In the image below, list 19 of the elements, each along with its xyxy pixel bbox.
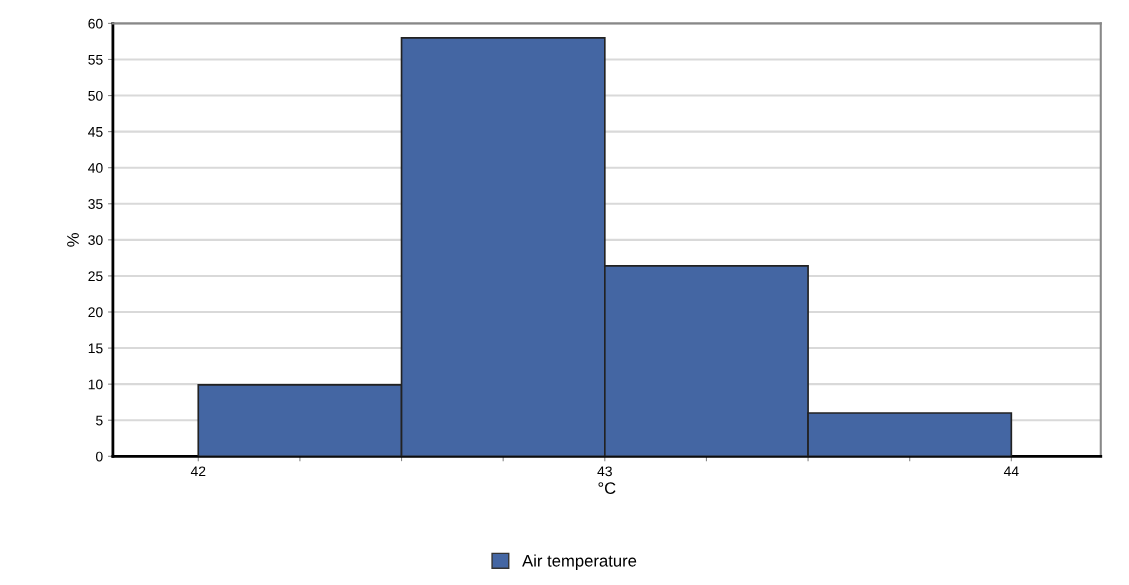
y-tick-label: 40 (88, 163, 103, 173)
x-tick-label: 42 (190, 466, 206, 477)
x-tick-label: 44 (1003, 466, 1019, 477)
y-tick-label: 45 (88, 127, 103, 137)
x-axis-title: °C (598, 482, 616, 494)
y-tick-label: 5 (96, 415, 103, 426)
legend-label: Air temperature (522, 554, 637, 570)
y-tick-label: 50 (88, 90, 103, 101)
y-tick-label: 0 (96, 451, 103, 462)
y-tick-label: 30 (88, 235, 103, 246)
y-axis-title: % (67, 233, 79, 247)
y-tick-label: 35 (88, 199, 103, 209)
y-tick-label: 20 (88, 307, 103, 318)
y-tick-label: 55 (88, 54, 103, 65)
y-tick-label: 60 (88, 18, 103, 29)
x-tick-label: 43 (597, 466, 612, 477)
y-tick-label: 25 (88, 271, 103, 282)
y-tick-label: 15 (88, 343, 103, 354)
y-tick-label: 10 (88, 379, 103, 390)
